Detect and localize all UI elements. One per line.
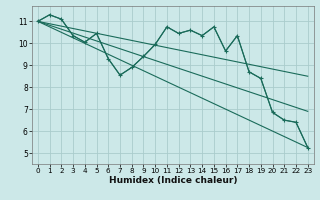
X-axis label: Humidex (Indice chaleur): Humidex (Indice chaleur) <box>108 176 237 185</box>
